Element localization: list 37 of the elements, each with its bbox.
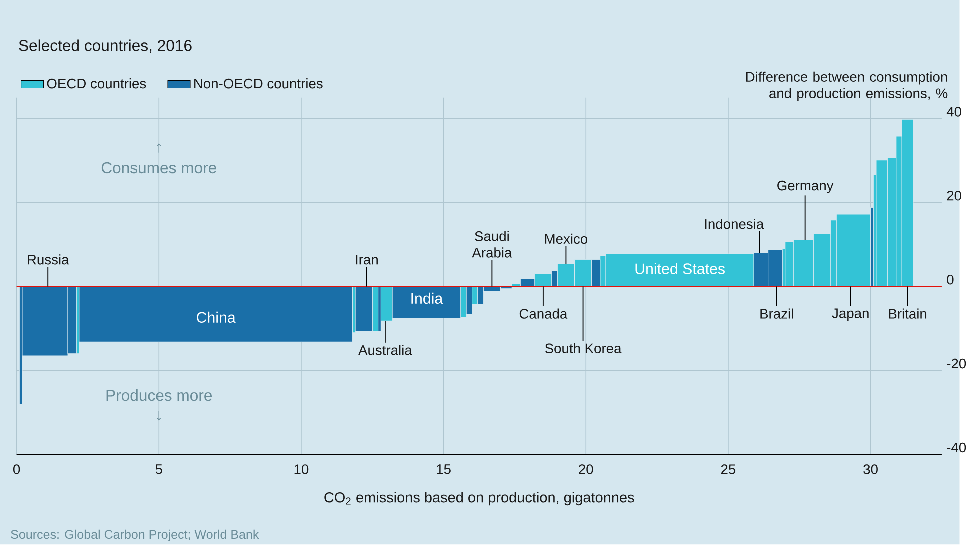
x-tick-label: 25 <box>721 464 736 474</box>
y-tick-label: 20 <box>947 191 962 201</box>
annotation: Brazil <box>760 308 794 319</box>
x-tick-label: 20 <box>579 464 594 474</box>
x-tick-label: 5 <box>156 464 162 474</box>
y-axis-title: Difference between consumption and production emissions, % <box>746 72 948 102</box>
annotation: Japan <box>832 308 869 322</box>
annotation: Iran <box>356 255 378 265</box>
legend-label: Non-OECD countries <box>194 78 323 89</box>
annotation: India <box>412 292 444 304</box>
annotation: Russia <box>28 254 70 265</box>
annotation: Germany <box>778 180 834 194</box>
x-tick-label: 10 <box>294 464 309 474</box>
legend-label: OECD countries <box>47 78 146 89</box>
annotation: Indonesia <box>705 219 764 230</box>
annotation: Consumes more <box>102 162 216 174</box>
y-tick-label: 40 <box>946 107 962 117</box>
annotation: United States <box>636 263 725 274</box>
y-tick-label: -40 <box>947 442 966 453</box>
y-tick-label: 0 <box>947 274 954 285</box>
x-tick-label: 15 <box>437 464 451 474</box>
annotation: Saudi Arabia <box>472 231 512 258</box>
chart-title: Selected countries, 2016 <box>19 40 192 54</box>
x-tick-label: 0 <box>13 464 20 474</box>
x-axis-title: CO$_{2}$ emissions based on production, gigatonnes <box>324 492 634 506</box>
annotation: ↑ <box>157 144 161 153</box>
annotation: Australia <box>358 345 412 356</box>
annotation: Produces more <box>106 390 212 402</box>
annotation: South Korea <box>545 343 622 354</box>
annotation: China <box>197 312 236 324</box>
y-tick-label: -20 <box>947 358 966 369</box>
annotation: ↓ <box>157 411 161 421</box>
annotation: Mexico <box>545 234 588 244</box>
x-tick-label: 30 <box>864 464 878 474</box>
annotation: Canada <box>520 308 568 319</box>
annotation: Britain <box>889 308 927 319</box>
source-note: Sources: Global Carbon Project; World Bank <box>11 530 260 542</box>
